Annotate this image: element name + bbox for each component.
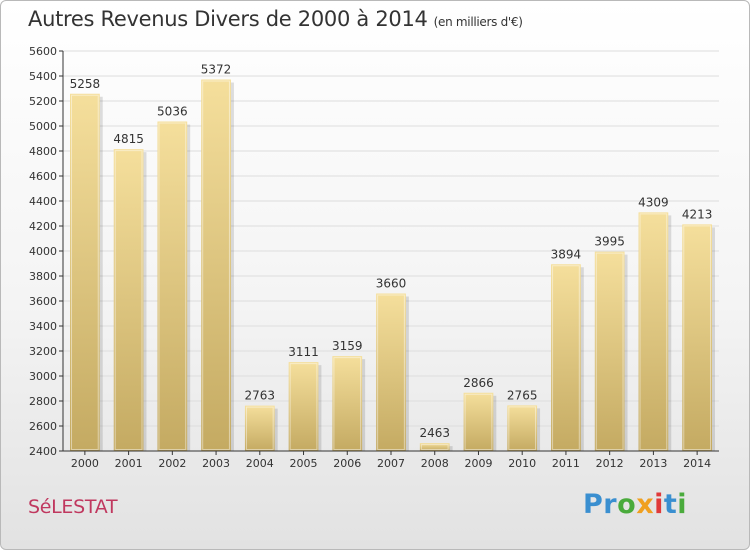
bar-highlight xyxy=(289,363,318,450)
bar-2005 xyxy=(288,362,319,451)
value-label: 3995 xyxy=(594,235,625,249)
y-tick-label: 5200 xyxy=(29,95,57,108)
value-label: 3159 xyxy=(332,339,363,353)
bar-highlight xyxy=(333,357,362,450)
logo-letter: o xyxy=(617,489,637,520)
value-label: 4815 xyxy=(113,132,144,146)
bar-highlight xyxy=(595,252,624,450)
bar-highlight xyxy=(683,225,712,450)
chart-subtitle: (en milliers d'€) xyxy=(433,15,523,29)
bar-2013 xyxy=(638,212,669,451)
y-tick-label: 2800 xyxy=(29,395,57,408)
y-tick-label: 5000 xyxy=(29,120,57,133)
bar-2011 xyxy=(551,264,581,451)
logo-letter: i xyxy=(654,489,664,520)
value-label: 2866 xyxy=(463,376,494,390)
bars xyxy=(69,79,716,451)
bar-2012 xyxy=(594,251,625,451)
bar-highlight xyxy=(70,94,99,450)
labels: 2400 2600 2800 3000 3200 3400 3600 3800 4000 4200… xyxy=(29,45,712,470)
x-tick-label: 2013 xyxy=(639,457,667,470)
bar-highlight xyxy=(377,294,405,450)
x-tick-label: 2005 xyxy=(290,457,318,470)
value-label: 5258 xyxy=(70,77,101,91)
x-tick-label: 2003 xyxy=(202,457,230,470)
value-label: 2463 xyxy=(419,426,450,440)
bar-2008 xyxy=(419,443,450,451)
y-tick-label: 4400 xyxy=(29,195,57,208)
bar-highlight xyxy=(508,406,537,450)
bar-2002 xyxy=(157,121,188,451)
bar-2006 xyxy=(332,356,363,451)
bar-2001 xyxy=(113,149,144,451)
x-tick-label: 2002 xyxy=(158,457,186,470)
value-label: 2765 xyxy=(507,388,538,402)
chart-title-text: Autres Revenus Divers de 2000 à 2014 xyxy=(28,7,428,31)
bar-2009 xyxy=(463,392,494,451)
logo-letter: t xyxy=(663,489,678,520)
value-label: 2763 xyxy=(245,389,276,403)
logo-letter: P xyxy=(583,489,604,520)
bar-highlight xyxy=(464,393,493,450)
bar-highlight xyxy=(245,406,274,450)
bar-highlight xyxy=(202,80,230,450)
value-label: 3111 xyxy=(288,345,319,359)
value-label: 5372 xyxy=(201,63,232,77)
bar-2000 xyxy=(69,93,100,451)
bar-highlight xyxy=(158,122,187,450)
y-tick-label: 3600 xyxy=(29,295,57,308)
value-label: 5036 xyxy=(157,105,188,119)
bar-2014 xyxy=(682,224,713,451)
y-tick-label: 3800 xyxy=(29,270,57,283)
x-tick-label: 2009 xyxy=(464,457,492,470)
y-tick-label: 4200 xyxy=(29,220,57,233)
y-tick-label: 2600 xyxy=(29,420,57,433)
value-label: 4213 xyxy=(682,207,713,221)
y-tick-label: 3000 xyxy=(29,370,57,383)
x-tick-label: 2007 xyxy=(377,457,405,470)
y-tick-label: 5600 xyxy=(29,45,57,58)
city-name: SéLESTAT xyxy=(28,496,118,518)
x-tick-label: 2014 xyxy=(683,457,711,470)
y-tick-label: 4000 xyxy=(29,245,57,258)
x-tick-label: 2006 xyxy=(333,457,361,470)
bar-highlight xyxy=(552,265,580,450)
x-tick-label: 2011 xyxy=(552,457,580,470)
x-tick-label: 2012 xyxy=(596,457,624,470)
logo-letter: x xyxy=(636,489,655,520)
y-tick-label: 3400 xyxy=(29,320,57,333)
value-label: 4309 xyxy=(638,195,669,209)
bar-highlight xyxy=(639,213,668,450)
x-tick-label: 2000 xyxy=(71,457,99,470)
bar-2010 xyxy=(507,405,538,451)
chart-title: Autres Revenus Divers de 2000 à 2014 (en … xyxy=(28,7,523,31)
proxiti-logo: Proxiti xyxy=(583,489,687,520)
value-label: 3660 xyxy=(376,277,407,291)
x-tick-label: 2001 xyxy=(115,457,143,470)
logo-letter: i xyxy=(677,489,688,520)
axes xyxy=(59,50,719,455)
y-tick-label: 5400 xyxy=(29,70,57,83)
logo-letter: r xyxy=(603,489,618,520)
value-label: 3894 xyxy=(551,247,582,261)
bar-2007 xyxy=(376,293,406,451)
y-tick-label: 4600 xyxy=(29,170,57,183)
x-tick-label: 2010 xyxy=(508,457,536,470)
bar-highlight xyxy=(114,150,143,450)
y-tick-label: 2400 xyxy=(29,445,57,458)
y-tick-label: 4800 xyxy=(29,145,57,158)
x-tick-label: 2004 xyxy=(246,457,274,470)
x-tick-label: 2008 xyxy=(421,457,449,470)
bar-2004 xyxy=(244,405,275,451)
bar-2003 xyxy=(201,79,231,451)
bar-highlight xyxy=(420,444,449,450)
y-tick-label: 3200 xyxy=(29,345,57,358)
